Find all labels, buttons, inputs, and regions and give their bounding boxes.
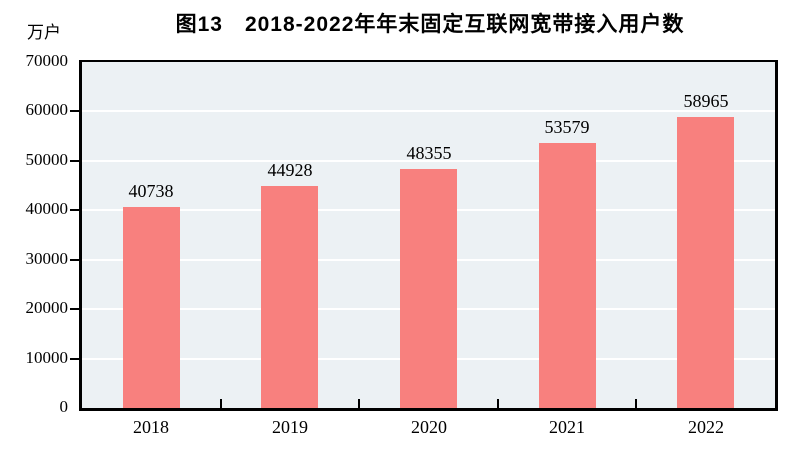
y-axis-unit-label: 万户 xyxy=(27,23,61,42)
y-axis-tick-label: 30000 xyxy=(25,249,69,268)
x-axis-tick xyxy=(497,399,499,408)
y-axis-tick xyxy=(70,160,79,162)
bar-2021 xyxy=(539,143,596,408)
plot-area: 40738 44928 48355 53579 58965 xyxy=(79,60,778,411)
y-axis-tick-label: 10000 xyxy=(25,348,69,367)
y-axis-tick-label: 40000 xyxy=(25,199,69,218)
y-axis-tick xyxy=(70,308,79,310)
bar-2018 xyxy=(123,207,180,408)
gridline xyxy=(82,159,775,162)
x-axis-category-label: 2021 xyxy=(549,417,585,437)
bar-2022 xyxy=(677,117,734,408)
x-axis-tick xyxy=(635,399,637,408)
y-axis-tick xyxy=(70,110,79,112)
bar-value-label: 48355 xyxy=(406,143,452,163)
bar-2020 xyxy=(400,169,457,408)
y-axis-tick-label: 60000 xyxy=(25,100,69,119)
x-axis-category-label: 2019 xyxy=(272,417,308,437)
gridline xyxy=(82,110,775,113)
y-axis-tick-label: 20000 xyxy=(25,298,69,317)
y-axis-tick-label: 50000 xyxy=(25,150,69,169)
x-axis-tick xyxy=(220,399,222,408)
y-axis-tick-label: 70000 xyxy=(25,51,69,70)
bar-value-label: 58965 xyxy=(683,91,729,111)
bar-2019 xyxy=(261,186,318,408)
y-axis-tick xyxy=(70,358,79,360)
x-axis-category-label: 2022 xyxy=(688,417,724,437)
y-axis-tick xyxy=(70,259,79,261)
y-axis-tick-label: 0 xyxy=(59,397,69,416)
bar-value-label: 53579 xyxy=(544,117,590,137)
x-axis-tick xyxy=(358,399,360,408)
bar-value-label: 44928 xyxy=(267,160,313,180)
x-axis-category-label: 2020 xyxy=(411,417,447,437)
y-axis-tick xyxy=(70,209,79,211)
bar-value-label: 40738 xyxy=(128,181,174,201)
x-axis-category-label: 2018 xyxy=(133,417,169,437)
chart-title: 图13 2018-2022年年末固定互联网宽带接入用户数 xyxy=(175,13,685,36)
